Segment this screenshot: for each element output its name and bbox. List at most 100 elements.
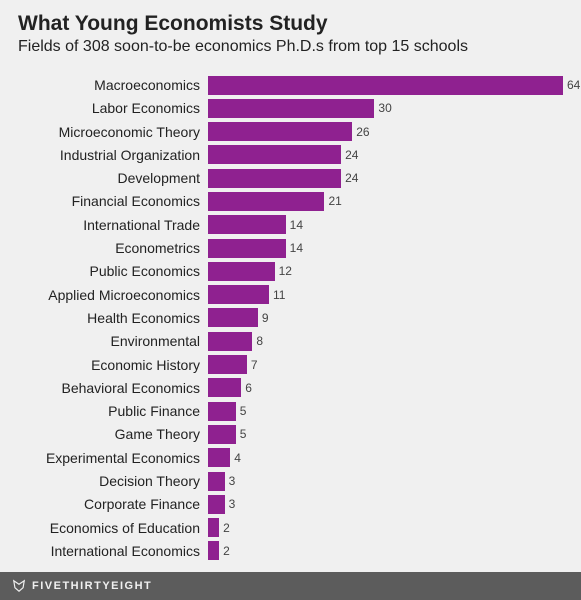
bar-row: Public Finance 5 — [18, 400, 563, 422]
bar-row: Macroeconomics64 — [18, 74, 563, 96]
bar-row: Public Economics12 — [18, 260, 563, 282]
bar-fill — [208, 262, 275, 281]
bar-value: 7 — [247, 355, 258, 374]
bar-value: 3 — [225, 472, 236, 491]
bar-value: 3 — [225, 495, 236, 514]
bar-value: 5 — [236, 425, 247, 444]
bar-row: Econometrics 14 — [18, 237, 563, 259]
bar-row: International Trade 14 — [18, 214, 563, 236]
bar-track: 3 — [208, 472, 563, 491]
bar-label: Behavioral Economics — [18, 380, 208, 396]
bar-label: Industrial Organization — [18, 147, 208, 163]
bar-track: 12 — [208, 262, 563, 281]
bar-fill — [208, 192, 324, 211]
bar-track: 5 — [208, 402, 563, 421]
bar-track: 14 — [208, 215, 563, 234]
bar-row: Economics of Education2 — [18, 517, 563, 539]
bar-track: 24 — [208, 145, 563, 164]
bar-label: International Trade — [18, 217, 208, 233]
bar-row: Behavioral Economics 6 — [18, 377, 563, 399]
bar-track: 2 — [208, 518, 563, 537]
bar-track: 64 — [208, 76, 563, 95]
bar-label: Economic History — [18, 357, 208, 373]
bar-fill — [208, 402, 236, 421]
bar-fill — [208, 99, 374, 118]
bar-track: 21 — [208, 192, 563, 211]
chart-header: What Young Economists Study Fields of 30… — [0, 0, 581, 60]
bar-chart: Macroeconomics64 Labor Economics 30 Microec… — [0, 60, 581, 572]
bar-fill — [208, 495, 225, 514]
bar-track: 14 — [208, 239, 563, 258]
bar-fill — [208, 541, 219, 560]
bar-fill — [208, 122, 352, 141]
bar-value: 5 — [236, 402, 247, 421]
bar-track: 7 — [208, 355, 563, 374]
bar-label: Environmental — [18, 333, 208, 349]
bar-label: Labor Economics — [18, 100, 208, 116]
bar-row: Corporate Finance 3 — [18, 493, 563, 515]
bar-value: 24 — [341, 145, 358, 164]
bar-track: 30 — [208, 99, 563, 118]
bar-fill — [208, 355, 247, 374]
bar-track: 3 — [208, 495, 563, 514]
bar-value: 64 — [563, 76, 580, 95]
bar-row: Experimental Economics4 — [18, 447, 563, 469]
bar-row: Environmental 8 — [18, 330, 563, 352]
bar-label: Decision Theory — [18, 473, 208, 489]
bar-label: International Economics — [18, 543, 208, 559]
bar-value: 6 — [241, 378, 252, 397]
bar-track: 8 — [208, 332, 563, 351]
fox-icon — [12, 579, 26, 593]
bar-track: 2 — [208, 541, 563, 560]
bar-row: Game Theory 5 — [18, 423, 563, 445]
bar-row: Industrial Organization 24 — [18, 144, 563, 166]
bar-fill — [208, 518, 219, 537]
bar-fill — [208, 285, 269, 304]
bar-value: 14 — [286, 239, 303, 258]
bar-value: 2 — [219, 541, 230, 560]
bar-row: Development24 — [18, 167, 563, 189]
bar-value: 21 — [324, 192, 341, 211]
chart-card: What Young Economists Study Fields of 30… — [0, 0, 581, 600]
bar-label: Experimental Economics — [18, 450, 208, 466]
bar-fill — [208, 239, 286, 258]
bar-track: 9 — [208, 308, 563, 327]
bar-value: 11 — [269, 285, 285, 304]
bar-track: 26 — [208, 122, 563, 141]
bar-value: 8 — [252, 332, 263, 351]
bar-row: Labor Economics 30 — [18, 97, 563, 119]
bar-label: Game Theory — [18, 426, 208, 442]
bar-fill — [208, 378, 241, 397]
bar-track: 5 — [208, 425, 563, 444]
bar-label: Financial Economics — [18, 193, 208, 209]
bar-label: Public Finance — [18, 403, 208, 419]
bar-value: 14 — [286, 215, 303, 234]
footer-bar: FIVETHIRTYEIGHT — [0, 572, 581, 600]
bar-track: 6 — [208, 378, 563, 397]
bar-value: 2 — [219, 518, 230, 537]
bar-fill — [208, 308, 258, 327]
bar-fill — [208, 448, 230, 467]
bar-label: Health Economics — [18, 310, 208, 326]
bar-row: International Economics 2 — [18, 540, 563, 562]
bar-fill — [208, 215, 286, 234]
bar-label: Development — [18, 170, 208, 186]
footer-brand: FIVETHIRTYEIGHT — [32, 580, 152, 592]
bar-fill — [208, 76, 563, 95]
bar-row: Economic History 7 — [18, 354, 563, 376]
bar-label: Econometrics — [18, 240, 208, 256]
bar-fill — [208, 425, 236, 444]
chart-subtitle: Fields of 308 soon-to-be economics Ph.D.… — [18, 38, 563, 56]
bar-label: Public Economics — [18, 263, 208, 279]
bar-fill — [208, 145, 341, 164]
bar-row: Microeconomic Theory26 — [18, 121, 563, 143]
bar-label: Applied Microeconomics — [18, 287, 208, 303]
bar-row: Decision Theory 3 — [18, 470, 563, 492]
bar-row: Applied Microeconomics 11 — [18, 284, 563, 306]
bar-label: Corporate Finance — [18, 496, 208, 512]
bar-value: 9 — [258, 308, 269, 327]
bar-row: Financial Economics 21 — [18, 190, 563, 212]
bar-track: 4 — [208, 448, 563, 467]
bar-value: 30 — [374, 99, 391, 118]
bar-track: 24 — [208, 169, 563, 188]
